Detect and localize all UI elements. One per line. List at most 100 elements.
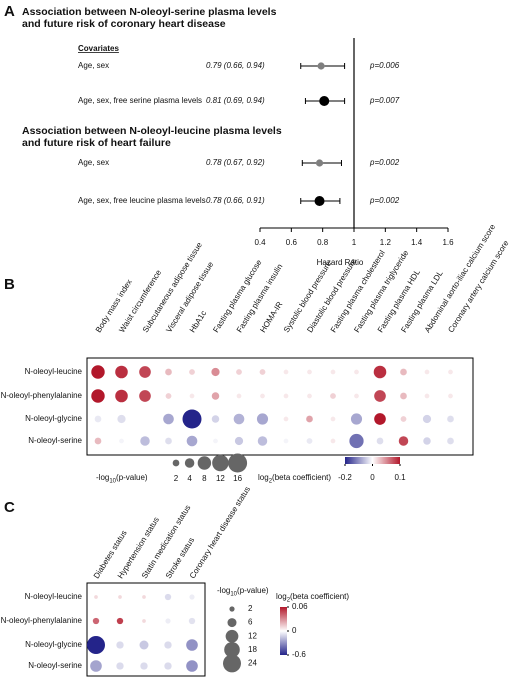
estimate-label: 0.81 (0.69, 0.94)	[206, 96, 265, 105]
dot	[283, 416, 289, 422]
dot	[424, 393, 430, 399]
colorbar	[280, 607, 287, 655]
dot	[164, 593, 172, 601]
dot	[283, 369, 289, 375]
dot	[373, 365, 387, 379]
dot	[400, 368, 407, 376]
x-tick-label: 0.8	[317, 238, 329, 247]
row-label: N-oleoyl-serine	[28, 436, 82, 445]
dot	[306, 415, 313, 423]
legend-title: log2(beta coefficient)	[276, 592, 349, 603]
legend-title-sub: 10	[109, 478, 116, 484]
column-label: Coronary heart disease status	[188, 485, 252, 580]
size-legend-dot	[227, 618, 237, 628]
dot	[139, 390, 151, 402]
dot	[260, 393, 265, 399]
estimate-point	[314, 196, 325, 206]
dot	[115, 389, 128, 403]
dot	[422, 414, 432, 424]
dot	[236, 369, 242, 375]
row-label: N-oleoyl-phenylalanine	[1, 616, 83, 625]
dot	[186, 435, 198, 447]
group-title: and future risk of coronary heart diseas…	[22, 18, 226, 30]
size-legend-label: 6	[248, 618, 253, 627]
dot	[165, 368, 172, 376]
dot	[189, 369, 195, 375]
x-tick-label: 1.2	[380, 238, 392, 247]
dot	[165, 437, 172, 445]
group-title: Association between N-oleoyl-leucine pla…	[22, 125, 282, 137]
column-label: Hypertension status	[116, 515, 161, 580]
group-title: and future risk of heart failure	[22, 137, 171, 149]
dot	[448, 393, 453, 399]
x-tick-label: 1	[352, 238, 357, 247]
estimate-point	[317, 62, 325, 70]
dot	[211, 415, 220, 423]
size-legend-label: 2	[248, 604, 253, 613]
legend-title: -log10(p-value)	[96, 473, 148, 484]
dot	[116, 662, 124, 670]
dot	[94, 437, 102, 445]
dot	[142, 595, 146, 599]
dot	[90, 660, 102, 672]
dot	[349, 433, 364, 449]
row-label: Age, sex, free leucine plasma levels	[78, 196, 206, 205]
estimate-point	[315, 159, 324, 167]
size-legend-dot	[229, 606, 235, 612]
dot	[257, 436, 268, 446]
dot	[447, 415, 454, 423]
column-label: HbA1c	[188, 309, 208, 334]
dot	[307, 393, 312, 399]
legend-title-sub: 2	[269, 478, 273, 484]
row-label: N-oleoyl-glycine	[25, 640, 82, 649]
dot	[140, 662, 148, 670]
dot	[186, 660, 198, 672]
size-legend-dot	[212, 454, 229, 472]
size-legend-label: 12	[216, 474, 225, 483]
dot	[116, 641, 124, 649]
column-label: HOMA-IR	[258, 300, 284, 334]
matrix-frame	[86, 357, 474, 456]
estimate-label: 0.79 (0.66, 0.94)	[206, 61, 265, 70]
panel-label: A	[4, 3, 15, 20]
dot	[398, 436, 409, 446]
legend-title-part: log	[276, 592, 287, 601]
dot	[236, 393, 242, 399]
dot	[400, 392, 407, 400]
dot	[118, 595, 122, 599]
matrix-frame	[86, 582, 206, 677]
x-axis-label: Hazard Ratio	[317, 258, 364, 267]
dot	[182, 409, 202, 429]
size-legend-dot	[184, 458, 195, 468]
legend-title: -log10(p-value)	[217, 586, 269, 597]
dot	[92, 617, 100, 625]
size-legend-label: 4	[187, 474, 192, 483]
row-label: Age, sex, free serine plasma levels	[78, 96, 202, 105]
dot	[447, 437, 454, 445]
dot	[87, 636, 105, 654]
dot	[307, 369, 312, 375]
colorbar-label: 0.1	[394, 473, 406, 482]
dot	[211, 367, 220, 377]
dot	[115, 365, 128, 379]
dot	[165, 393, 172, 399]
dot	[139, 366, 151, 378]
dot	[330, 416, 336, 422]
legend-title-part: (p-value)	[237, 586, 269, 595]
covariates-header: Covariates	[78, 44, 119, 53]
row-label: N-oleoyl-leucine	[25, 367, 83, 376]
dot	[189, 393, 195, 399]
p-label: p=0.007	[369, 96, 400, 105]
dot	[211, 392, 220, 400]
p-label: p=0.002	[369, 196, 400, 205]
legend-title-sub: 10	[230, 591, 237, 597]
legend-title: log2(beta coefficient)	[258, 473, 331, 484]
legend-title-part: log	[258, 473, 269, 482]
dot	[283, 393, 289, 399]
dot	[116, 617, 124, 625]
estimate-point	[319, 96, 330, 106]
size-legend-label: 24	[248, 659, 257, 668]
estimate-label: 0.78 (0.67, 0.92)	[206, 158, 265, 167]
size-legend-label: 8	[202, 474, 207, 483]
legend-title-part: -log	[217, 586, 230, 595]
